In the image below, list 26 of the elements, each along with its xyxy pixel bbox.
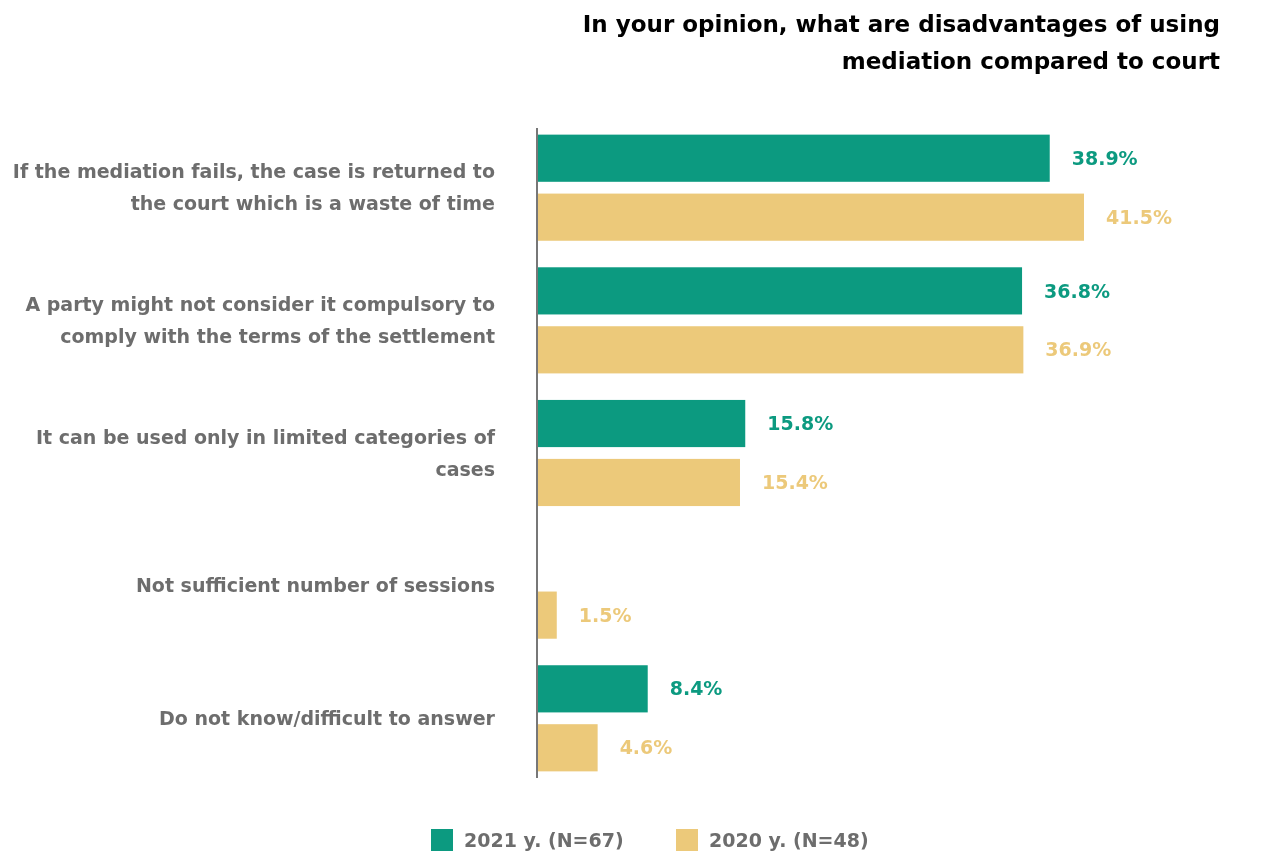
- data-label: 38.9%: [1071, 146, 1138, 169]
- bar: [537, 399, 746, 448]
- y-tick-label: It can be used only in limited categories of cases: [35, 425, 496, 480]
- bar: [537, 724, 598, 772]
- data-label: 36.9%: [1045, 338, 1112, 361]
- bar: [537, 591, 557, 639]
- data-label: 1.5%: [578, 603, 632, 626]
- y-tick-label: If the mediation fails, the case is returned to the court which is a waste of time: [12, 160, 495, 215]
- bar: [537, 267, 1023, 315]
- data-label: 15.4%: [761, 471, 828, 494]
- data-label: 41.5%: [1106, 205, 1172, 228]
- bar: [537, 326, 1024, 374]
- legend-label: 2020 y. (N=48): [709, 828, 869, 851]
- data-label: 15.8%: [767, 412, 834, 435]
- data-label: 36.8%: [1044, 279, 1110, 302]
- legend-label: 2021 y. (N=67): [464, 828, 624, 851]
- bar: [537, 193, 1084, 241]
- y-tick-label: Do not know/difficult to answer: [159, 706, 496, 729]
- data-label: 8.4%: [669, 677, 723, 700]
- bar: [537, 458, 740, 507]
- y-tick-label: A party might not consider it compulsory to comply with the terms of the settlement: [25, 293, 495, 347]
- data-label: 4.6%: [619, 736, 673, 759]
- y-tick-label: Not sufficient number of sessions: [135, 574, 495, 597]
- bar: [537, 134, 1050, 182]
- bar: [537, 665, 648, 713]
- chart-title: In your opinion, what are disadvantages of using mediation compared to court: [582, 11, 1220, 74]
